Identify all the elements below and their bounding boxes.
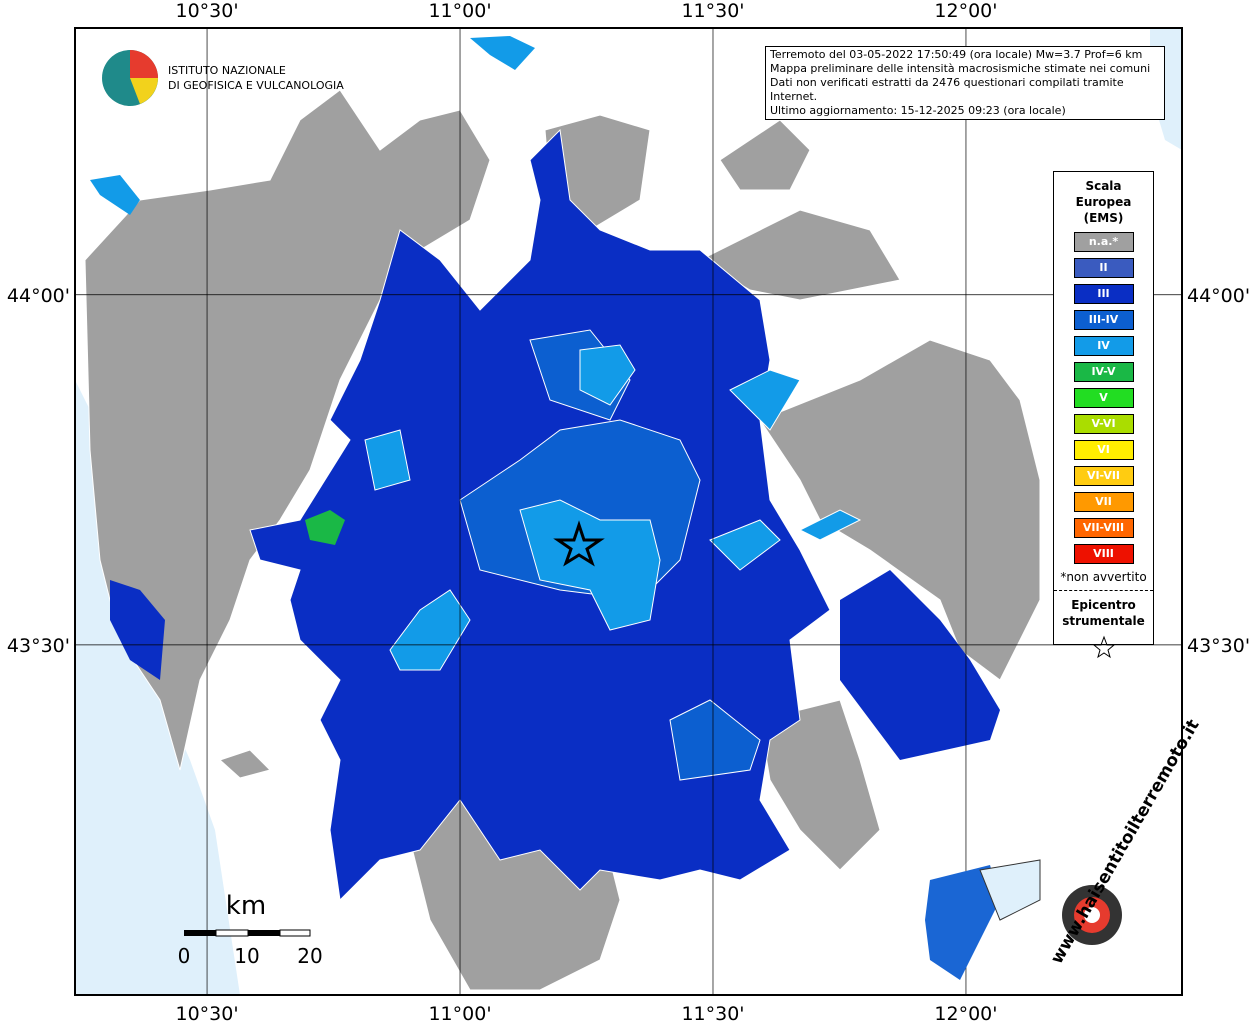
- lon-label: 11°00': [428, 1003, 491, 1024]
- scale-label: 0: [178, 944, 191, 968]
- epicentre-star: [553, 520, 605, 567]
- info-box: Terremoto del 03-05-2022 17:50:49 (ora l…: [765, 46, 1165, 120]
- grid: 10°30' 10°30' 11°00' 11°00' 11°30' 11°30' 12°0…: [7, 0, 1250, 1024]
- iii-area: [110, 580, 165, 680]
- iii-area: [840, 570, 1000, 760]
- iv-area: [364, 429, 411, 491]
- lat-label: 43°30': [1187, 635, 1250, 657]
- scale-unit: km: [226, 891, 266, 921]
- lon-label: 11°30': [681, 0, 744, 22]
- legend-items: n.a.* II III III-IV IV IV-V V V-VI VI VI-VII VII VI…: [1054, 232, 1153, 564]
- lon-label: 11°00': [428, 0, 491, 22]
- legend: Scala Europea (EMS) n.a.* II III III-IV IV IV…: [1053, 171, 1154, 659]
- legend-swatch: V-VI: [1073, 414, 1134, 434]
- lon-label: 11°30': [681, 1003, 744, 1024]
- legend-star: [1092, 635, 1115, 659]
- legend-note: *non avvertito: [1054, 570, 1153, 591]
- legend-swatch: n.a.*: [1073, 232, 1134, 252]
- iv-area: [90, 175, 140, 215]
- iv-area: [729, 369, 801, 431]
- legend-title: Scala Europea (EMS): [1075, 179, 1132, 225]
- legend-swatch: II: [1073, 258, 1134, 278]
- legend-epicentre: Epicentro strumentale: [1062, 598, 1145, 628]
- legend-swatch: VIII: [1073, 544, 1134, 564]
- scale-bar: km: [184, 891, 311, 937]
- lon-label: 10°30': [176, 1003, 239, 1024]
- legend-swatch: III: [1073, 284, 1134, 304]
- legend-swatch: V: [1073, 388, 1134, 408]
- iv-v-area: [305, 510, 345, 545]
- info-line: Mappa preliminare delle intensità macros…: [770, 62, 1151, 75]
- legend-swatch: VI: [1073, 440, 1134, 460]
- iv-area: [798, 509, 862, 541]
- inst-logo: ISTITUTO NAZIONALE DI GEOFISICA E VULCAN…: [102, 50, 344, 106]
- lat-label: 44°00': [7, 285, 70, 307]
- scale-label: 20: [297, 944, 322, 968]
- legend-swatch: III-IV: [1073, 310, 1134, 330]
- map-frame: [74, 27, 1183, 996]
- scale-label: 10: [234, 944, 259, 968]
- legend-swatch: VII: [1073, 492, 1134, 512]
- iii-iv-area: [669, 699, 761, 781]
- info-line: Dati non verificati estratti da 2476 que…: [770, 76, 1124, 103]
- iv-area: [389, 589, 471, 671]
- legend-swatch: VI-VII: [1073, 466, 1134, 486]
- iv-area: [470, 36, 535, 70]
- iv-area: [579, 344, 636, 406]
- inst-line1: ISTITUTO NAZIONALE: [168, 64, 286, 77]
- legend-swatch: VII-VIII: [1073, 518, 1134, 538]
- lat-label: 43°30': [7, 635, 70, 657]
- gray-areas: [84, 89, 1041, 991]
- info-line: Ultimo aggiornamento: 15-12-2025 09:23 (…: [770, 104, 1066, 117]
- iv-area: [519, 499, 661, 631]
- inst-line2: DI GEOFISICA E VULCANOLOGIA: [168, 79, 344, 92]
- legend-swatch: IV: [1073, 336, 1134, 356]
- lat-label: 44°00': [1187, 285, 1250, 307]
- lon-label: 12°00': [934, 0, 997, 22]
- lon-label: 10°30': [176, 0, 239, 22]
- legend-swatch: IV-V: [1073, 362, 1134, 382]
- iv-area: [709, 519, 781, 571]
- info-line: Terremoto del 03-05-2022 17:50:49 (ora l…: [770, 48, 1143, 61]
- lon-label: 12°00': [934, 1003, 997, 1024]
